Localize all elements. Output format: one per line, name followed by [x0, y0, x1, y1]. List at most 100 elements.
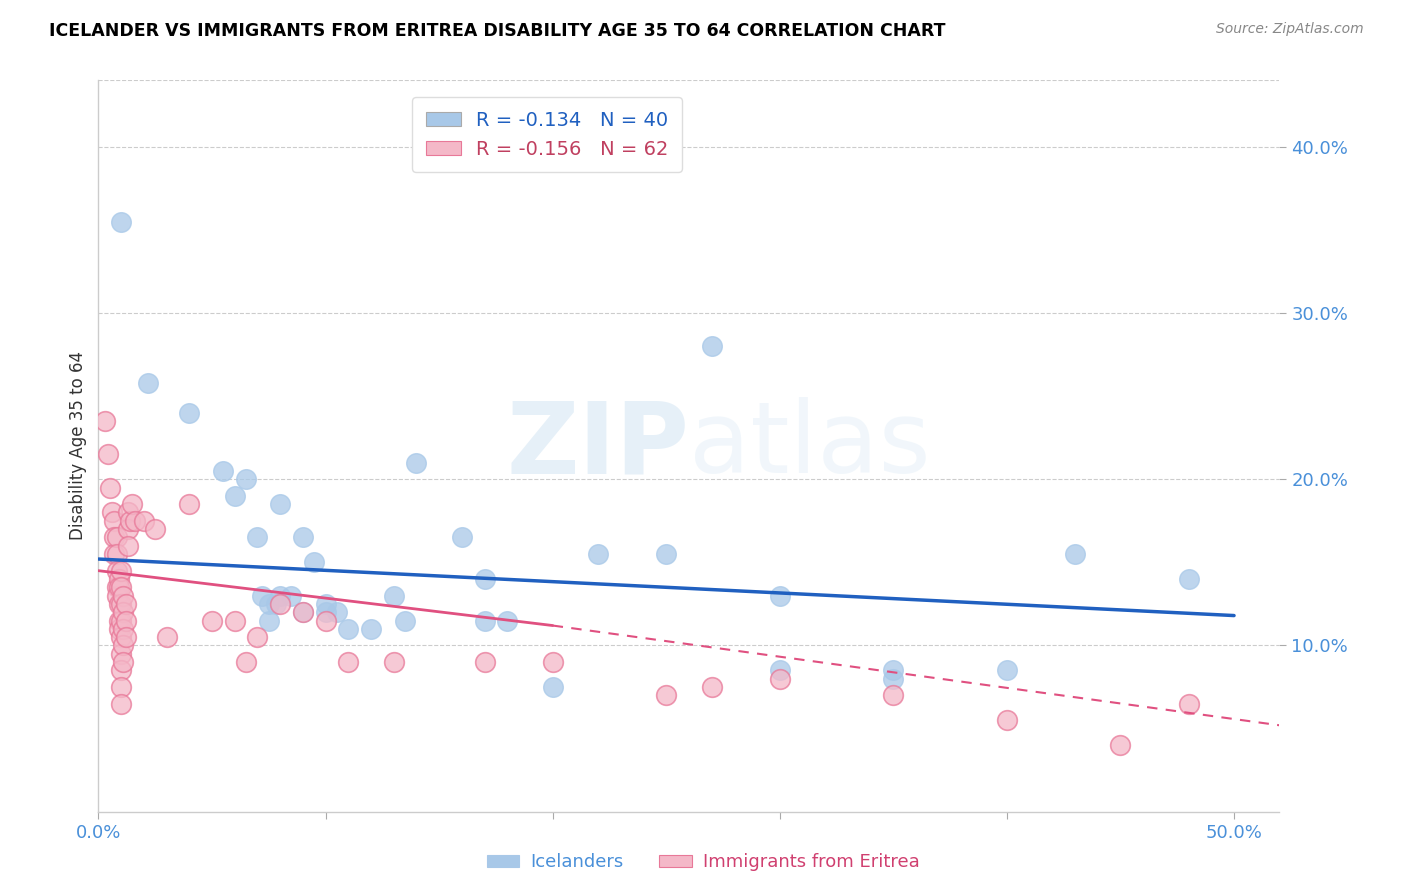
- Point: [269, 589, 291, 603]
- Point: [105, 564, 128, 578]
- Point: [882, 672, 904, 686]
- Text: ICELANDER VS IMMIGRANTS FROM ERITREA DISABILITY AGE 35 TO 64 CORRELATION CHART: ICELANDER VS IMMIGRANTS FROM ERITREA DIS…: [49, 22, 946, 40]
- Point: [114, 614, 136, 628]
- Point: [98, 481, 121, 495]
- Point: [110, 614, 132, 628]
- Legend: Icelanders, Immigrants from Eritrea: Icelanders, Immigrants from Eritrea: [479, 847, 927, 879]
- Point: [315, 614, 337, 628]
- Point: [995, 714, 1018, 728]
- Point: [474, 655, 496, 669]
- Point: [405, 456, 427, 470]
- Point: [103, 547, 125, 561]
- Point: [224, 489, 246, 503]
- Point: [246, 530, 269, 544]
- Point: [291, 530, 314, 544]
- Point: [96, 447, 118, 461]
- Point: [105, 580, 128, 594]
- Point: [586, 547, 609, 561]
- Point: [360, 622, 382, 636]
- Point: [94, 414, 117, 428]
- Point: [105, 530, 128, 544]
- Point: [382, 655, 405, 669]
- Y-axis label: Disability Age 35 to 64: Disability Age 35 to 64: [69, 351, 87, 541]
- Point: [246, 630, 269, 644]
- Point: [235, 655, 257, 669]
- Point: [120, 514, 142, 528]
- Point: [224, 614, 246, 628]
- Point: [110, 580, 132, 594]
- Point: [110, 214, 132, 228]
- Point: [1109, 738, 1132, 752]
- Point: [1064, 547, 1087, 561]
- Point: [112, 655, 135, 669]
- Point: [250, 589, 273, 603]
- Point: [108, 597, 131, 611]
- Point: [1177, 572, 1199, 586]
- Point: [103, 514, 125, 528]
- Point: [769, 664, 792, 678]
- Point: [108, 614, 131, 628]
- Point: [264, 597, 287, 611]
- Point: [138, 376, 160, 390]
- Point: [114, 597, 136, 611]
- Point: [108, 622, 131, 636]
- Point: [326, 605, 349, 619]
- Point: [257, 614, 280, 628]
- Point: [882, 664, 904, 678]
- Point: [235, 472, 257, 486]
- Point: [105, 589, 128, 603]
- Point: [655, 689, 678, 703]
- Point: [143, 522, 166, 536]
- Point: [280, 589, 302, 603]
- Point: [179, 497, 201, 511]
- Point: [179, 406, 201, 420]
- Point: [474, 572, 496, 586]
- Point: [337, 622, 360, 636]
- Point: [700, 680, 723, 694]
- Point: [291, 605, 314, 619]
- Point: [541, 680, 564, 694]
- Text: Source: ZipAtlas.com: Source: ZipAtlas.com: [1216, 22, 1364, 37]
- Point: [112, 639, 135, 653]
- Point: [105, 547, 128, 561]
- Point: [541, 655, 564, 669]
- Point: [474, 614, 496, 628]
- Point: [1177, 697, 1199, 711]
- Point: [212, 464, 235, 478]
- Point: [769, 672, 792, 686]
- Point: [291, 605, 314, 619]
- Point: [110, 597, 132, 611]
- Point: [269, 497, 291, 511]
- Point: [315, 597, 337, 611]
- Point: [110, 697, 132, 711]
- Point: [110, 564, 132, 578]
- Point: [110, 664, 132, 678]
- Point: [302, 555, 325, 569]
- Point: [101, 506, 124, 520]
- Point: [108, 580, 131, 594]
- Point: [382, 589, 405, 603]
- Point: [655, 547, 678, 561]
- Point: [882, 689, 904, 703]
- Point: [124, 514, 146, 528]
- Point: [394, 614, 416, 628]
- Text: atlas: atlas: [689, 398, 931, 494]
- Point: [269, 597, 291, 611]
- Point: [450, 530, 472, 544]
- Point: [117, 539, 139, 553]
- Point: [155, 630, 177, 644]
- Point: [121, 497, 143, 511]
- Point: [700, 339, 723, 353]
- Point: [201, 614, 224, 628]
- Point: [117, 506, 139, 520]
- Point: [995, 664, 1018, 678]
- Point: [103, 530, 125, 544]
- Point: [110, 647, 132, 661]
- Text: ZIP: ZIP: [506, 398, 689, 494]
- Point: [108, 572, 131, 586]
- Point: [114, 630, 136, 644]
- Point: [257, 597, 280, 611]
- Point: [132, 514, 155, 528]
- Point: [337, 655, 360, 669]
- Point: [315, 605, 337, 619]
